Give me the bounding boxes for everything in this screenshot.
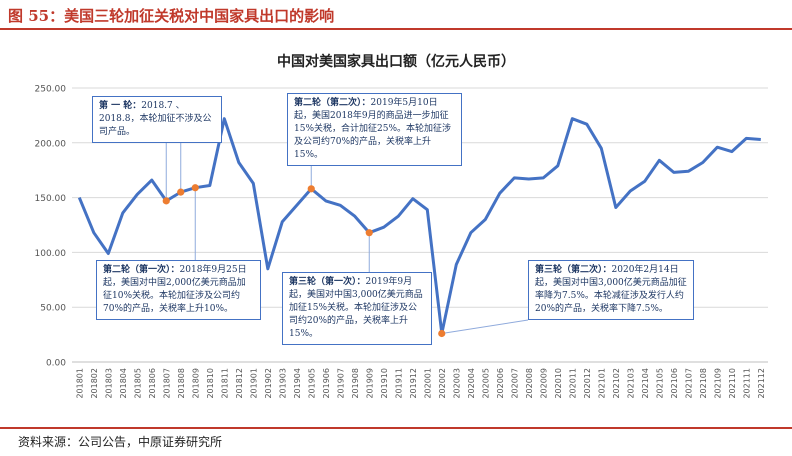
x-tick-label: 201807 <box>162 368 171 399</box>
y-tick-label: 150.00 <box>35 194 67 204</box>
annotation-round3-second: 第三轮（第二次）：2020年2月14日起，美国对中国3,000亿美元商品加征率降… <box>528 260 694 320</box>
annotation-round2-first: 第二轮（第一次）：2018年9月25日起，美国对中国2,000亿美元商品加征10… <box>96 260 261 320</box>
x-tick-label: 202103 <box>626 368 635 399</box>
annotation-title: 第三轮（第二次）： <box>535 265 612 275</box>
highlight-point <box>365 229 373 237</box>
highlight-point <box>307 185 315 193</box>
x-tick-label: 201904 <box>293 368 302 399</box>
x-tick-label: 202105 <box>655 368 664 399</box>
annotation-round2-second: 第二轮（第二次）：2019年5月10日起，美国2018年9月的商品进一步加征15… <box>287 93 462 166</box>
x-tick-label: 201912 <box>409 368 418 399</box>
x-tick-label: 202102 <box>612 368 621 399</box>
x-tick-label: 201910 <box>380 368 389 399</box>
series <box>77 117 761 338</box>
x-tick-label: 201809 <box>191 368 200 399</box>
highlight-point <box>162 197 170 205</box>
x-tick-label: 201812 <box>235 368 244 399</box>
line-chart: 中国对美国家具出口额（亿元人民币） 0.00 50.00 100.00 150.00 2… <box>35 53 768 399</box>
x-tick-label: 202008 <box>525 368 534 399</box>
y-tick-label: 0.00 <box>46 359 66 369</box>
x-tick-label: 202111 <box>742 368 751 399</box>
x-tick-label: 201906 <box>322 368 331 399</box>
x-tick-label: 201802 <box>90 368 99 399</box>
x-tick-label: 202007 <box>510 368 519 399</box>
x-tick-label: 201905 <box>307 368 316 399</box>
annotation-leaders <box>165 143 529 334</box>
x-tick-label: 202009 <box>539 368 548 399</box>
annotation-leader <box>441 319 529 334</box>
x-tick-label: 201810 <box>206 368 215 399</box>
annotation-text: 2020年2月14日起，美国对中国3,000亿美元商品加征率降为7.5%。本轮减… <box>535 265 687 314</box>
x-tick-label: 201805 <box>133 368 142 399</box>
x-tick-label: 202101 <box>597 368 606 399</box>
figure-title: 图 55：美国三轮加征关税对中国家具出口的影响 <box>8 7 335 25</box>
y-axis: 0.00 50.00 100.00 150.00 200.00 250.00 <box>35 85 67 369</box>
x-tick-label: 202011 <box>568 368 577 399</box>
x-tick-label: 202109 <box>713 368 722 399</box>
x-tick-label: 202112 <box>757 368 766 399</box>
x-tick-label: 201804 <box>119 368 128 399</box>
x-tick-label: 202110 <box>728 368 737 399</box>
y-tick-label: 200.00 <box>35 139 67 149</box>
x-tick-label: 201811 <box>220 368 229 399</box>
annotation-text: 2018.7 、2018.8，本轮加征不涉及公司产品。 <box>99 101 212 137</box>
annotation-text: 2019年5月10日起，美国2018年9月的商品进一步加征15%关税，合计加征2… <box>294 98 452 160</box>
x-tick-label: 201803 <box>104 368 113 399</box>
x-axis: 201801 201802 201803 201804 201805 201806 2018… <box>75 368 766 399</box>
footer-divider <box>0 427 792 429</box>
x-tick-label: 202003 <box>452 368 461 399</box>
annotation-text: 2018年9月25日起，美国对中国2,000亿美元商品加征10%关税。本轮加征涉… <box>103 265 247 314</box>
annotation-title: 第二轮（第二次）： <box>294 98 371 108</box>
x-tick-label: 202106 <box>670 368 679 399</box>
y-tick-label: 50.00 <box>40 304 66 314</box>
x-tick-label: 201911 <box>394 368 403 399</box>
x-tick-label: 202005 <box>481 368 490 399</box>
y-tick-label: 100.00 <box>35 249 67 259</box>
x-tick-label: 202104 <box>641 368 650 399</box>
figure-header: 图 55：美国三轮加征关税对中国家具出口的影响 <box>0 0 792 30</box>
y-tick-label: 250.00 <box>35 85 67 95</box>
x-tick-label: 201806 <box>148 368 157 399</box>
x-tick-label: 201801 <box>75 368 84 399</box>
x-tick-label: 201901 <box>249 368 258 399</box>
x-tick-label: 201909 <box>365 368 374 399</box>
x-tick-label: 201902 <box>264 368 273 399</box>
annotation-title: 第三轮（第一次）： <box>289 277 366 287</box>
x-tick-label: 201808 <box>177 368 186 399</box>
x-tick-label: 202012 <box>583 368 592 399</box>
annotation-round3-first: 第三轮（第一次）：2019年9月起，美国对中国3,000亿美元商品加征15%关税… <box>282 272 432 345</box>
x-tick-label: 201907 <box>336 368 345 399</box>
x-tick-label: 202004 <box>467 368 476 399</box>
source-note: 资料来源：公司公告，中原证券研究所 <box>18 435 223 449</box>
x-tick-label: 202006 <box>496 368 505 399</box>
annotation-text: 2019年9月起，美国对中国3,000亿美元商品加征15%关税。本轮加征涉及公司… <box>289 277 423 339</box>
highlight-point <box>438 329 446 338</box>
x-tick-label: 201908 <box>351 368 360 399</box>
x-tick-label: 201903 <box>278 368 287 399</box>
annotation-title: 第二轮（第一次）： <box>103 265 180 275</box>
x-tick-label: 202001 <box>423 368 432 399</box>
annotation-round1: 第 一 轮：2018.7 、2018.8，本轮加征不涉及公司产品。 <box>92 96 222 143</box>
x-tick-label: 202108 <box>699 368 708 399</box>
highlight-point <box>191 184 199 192</box>
header-divider <box>0 28 792 30</box>
annotation-title: 第 一 轮： <box>99 101 142 111</box>
highlight-point <box>177 188 185 196</box>
chart-title: 中国对美国家具出口额（亿元人民币） <box>277 53 515 70</box>
x-tick-label: 202107 <box>684 368 693 399</box>
x-tick-label: 202010 <box>554 368 563 399</box>
x-tick-label: 202002 <box>438 368 447 399</box>
